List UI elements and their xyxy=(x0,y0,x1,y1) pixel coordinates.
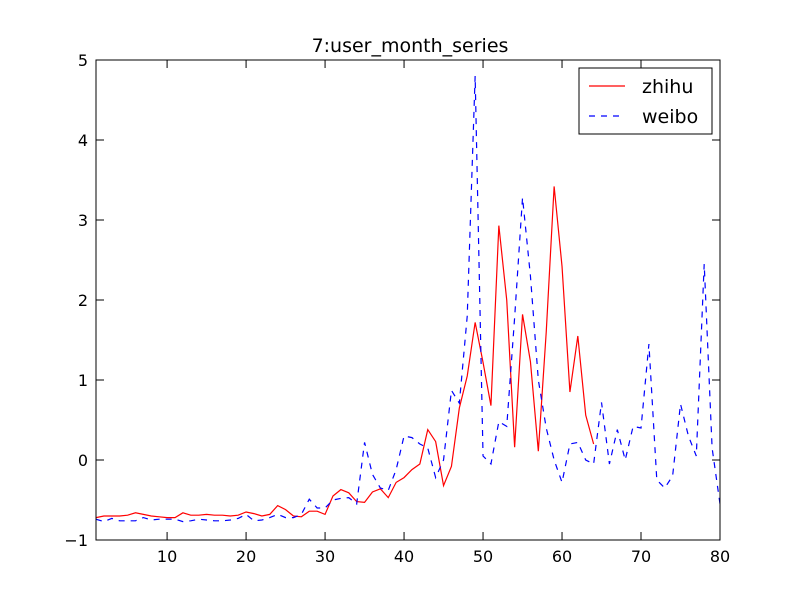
ticks-layer: 10 20 30 40 50 60 70 80 −1 0 1 2 3 4 5 xyxy=(64,51,730,566)
x-tick-label: 30 xyxy=(315,547,335,566)
x-tick-label: 80 xyxy=(710,547,730,566)
chart-title: 7:user_month_series xyxy=(312,35,509,57)
legend-box xyxy=(578,67,713,135)
legend: zhihu weibo xyxy=(578,67,713,135)
series-line-weibo xyxy=(96,75,720,523)
y-tick-label: 2 xyxy=(78,291,88,310)
x-tick-label: 50 xyxy=(473,547,493,566)
x-tick-label: 70 xyxy=(631,547,651,566)
x-tick-label: 20 xyxy=(236,547,256,566)
x-tick-label: 40 xyxy=(394,547,414,566)
x-tick-label: 10 xyxy=(157,547,177,566)
legend-label-weibo: weibo xyxy=(642,106,698,128)
y-tick-label: 0 xyxy=(78,451,88,470)
series-line-zhihu xyxy=(96,186,595,519)
legend-label-zhihu: zhihu xyxy=(642,76,693,98)
y-tick-label: 5 xyxy=(78,51,88,70)
y-tick-label: 3 xyxy=(78,211,88,230)
y-tick-label: −1 xyxy=(64,531,88,550)
x-tick-label: 60 xyxy=(552,547,572,566)
y-tick-label: 4 xyxy=(78,131,88,150)
y-tick-label: 1 xyxy=(78,371,88,390)
series-layer xyxy=(96,75,720,523)
